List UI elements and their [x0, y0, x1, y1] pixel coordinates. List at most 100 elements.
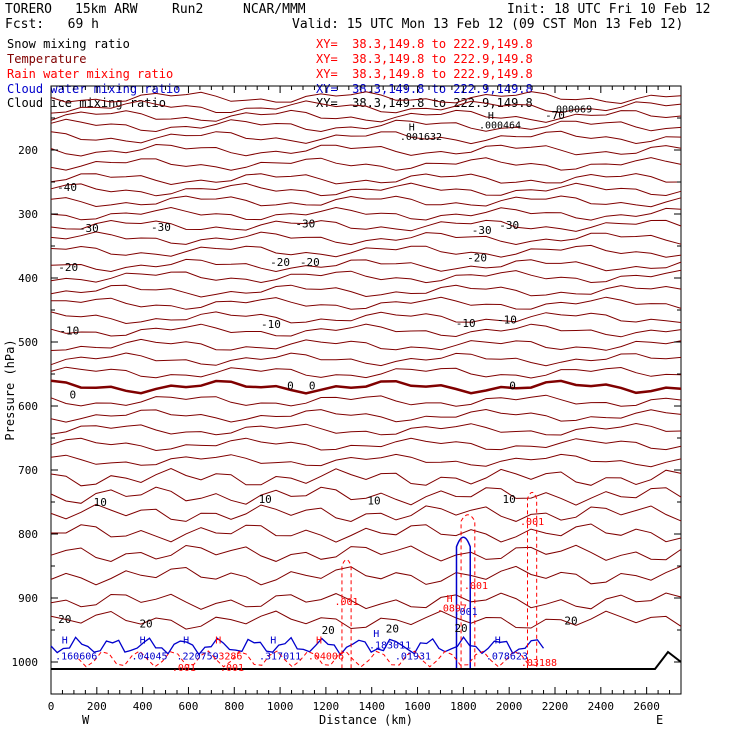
- moisture-label: .317011: [259, 652, 301, 663]
- x-tick-label: 600: [179, 700, 199, 713]
- temperature-label: -30: [79, 222, 99, 235]
- x-tick-label: 1600: [404, 700, 431, 713]
- temperature-label: -10: [59, 324, 79, 337]
- legend-field-cloud-ice: Cloud ice mixing ratio: [7, 96, 166, 110]
- legend-xy-snow: XY= 38.3,149.8 to 222.9,149.8: [316, 37, 533, 51]
- isotherm: [50, 467, 682, 487]
- moisture-label: .220759: [177, 652, 219, 663]
- moisture-label: .04045: [131, 652, 167, 663]
- moisture-labels: H.001632H.000464.000069.001.001.001H.089…: [55, 104, 592, 674]
- isotherm: [50, 366, 682, 379]
- cloud-water-column: [455, 536, 471, 669]
- moisture-label: H: [140, 636, 146, 647]
- temperature-label: -20: [300, 256, 320, 269]
- y-axis-title: Pressure (hPa): [3, 339, 17, 440]
- x-axis: 0 200 400 600 800 1000 1200 1400 1600 1800 2000 220…: [48, 86, 671, 713]
- temperature-label: 0: [287, 380, 294, 393]
- isotherm: [50, 91, 682, 105]
- temperature-label: -70: [545, 109, 565, 122]
- x-tick-label: 400: [133, 700, 153, 713]
- temperature-label: -30: [151, 221, 171, 234]
- isotherm: [50, 143, 682, 157]
- moisture-label: H: [409, 122, 415, 133]
- organization: NCAR/MMM: [243, 2, 306, 17]
- isotherm: [50, 258, 682, 273]
- isotherm: [50, 592, 682, 610]
- temperature-contours: [50, 91, 682, 630]
- isotherm: [50, 100, 682, 114]
- moisture-label: .160606: [55, 652, 97, 663]
- y-tick-label: 400: [18, 272, 38, 285]
- moisture-label: .001632: [400, 132, 442, 143]
- rain-water-low-contour: [78, 650, 537, 668]
- moisture-label: H: [373, 629, 379, 640]
- isotherm: [50, 486, 682, 506]
- temperature-label: 0: [309, 380, 316, 393]
- model-resolution: 15km ARW: [75, 2, 138, 17]
- x-tick-label: 1800: [450, 700, 477, 713]
- legend-field-temperature: Temperature: [7, 52, 87, 66]
- terrain-line: [51, 650, 682, 670]
- temperature-label: 20: [58, 613, 71, 626]
- isotherm: [50, 231, 682, 246]
- x-tick-label: 1200: [313, 700, 340, 713]
- y-tick-label: 700: [18, 464, 38, 477]
- temperature-label: 10: [259, 493, 272, 506]
- isotherm: [50, 118, 682, 133]
- x-axis-title: Distance (km): [319, 713, 413, 727]
- moisture-label: H: [488, 111, 494, 122]
- moisture-label: .000464: [479, 120, 521, 131]
- legend-xy-rain: XY= 38.3,149.8 to 222.9,149.8: [316, 67, 533, 81]
- moisture-label: .078623: [486, 652, 528, 663]
- isotherm: [50, 544, 682, 563]
- y-tick-label: 600: [18, 400, 38, 413]
- isotherm: [50, 182, 682, 197]
- isotherm: [50, 269, 682, 284]
- temperature-label: -10: [497, 314, 517, 327]
- moisture-label: H: [316, 636, 322, 647]
- moisture-label: H: [62, 636, 68, 647]
- isotherm: [50, 379, 682, 395]
- moisture-label: H: [495, 636, 501, 647]
- y-tick-label: 500: [18, 336, 38, 349]
- isotherm: [50, 503, 682, 523]
- isotherm: [50, 206, 682, 221]
- y-tick-label: 800: [18, 528, 38, 541]
- x-tick-label: 1400: [358, 700, 385, 713]
- x-tick-label: 2000: [496, 700, 523, 713]
- moisture-label: H: [215, 636, 221, 647]
- temperature-label: 20: [454, 622, 467, 635]
- x-tick-label: 2600: [633, 700, 660, 713]
- moisture-label: .001: [520, 517, 544, 528]
- temperature-label: -20: [58, 261, 78, 274]
- temperature-label: -30: [472, 224, 492, 237]
- east-label: E: [656, 713, 663, 727]
- moisture-label: .04006: [308, 652, 344, 663]
- temperature-label: 0: [69, 388, 76, 401]
- isotherm: [51, 296, 682, 310]
- isotherm: [50, 338, 682, 351]
- legend-xy-temperature: XY= 38.3,149.8 to 222.9,149.8: [316, 52, 533, 66]
- init-time: Init: 18 UTC Fri 10 Feb 12: [507, 2, 711, 17]
- moisture-label: H: [447, 594, 453, 605]
- moisture-label: .183011: [369, 641, 411, 652]
- temperature-label: -10: [261, 318, 281, 331]
- rain-water-contour: [527, 491, 538, 669]
- isotherm: [50, 219, 682, 232]
- isotherm: [50, 437, 682, 452]
- temperature-label: 0: [509, 380, 516, 393]
- y-tick-label: 1000: [12, 656, 39, 669]
- valid-time: Valid: 15 UTC Mon 13 Feb 12 (09 CST Mon …: [292, 17, 684, 32]
- moisture-label: .01931: [395, 652, 431, 663]
- isotherm: [50, 610, 682, 630]
- x-tick-label: 200: [87, 700, 107, 713]
- model-name: TORERO: [5, 2, 52, 17]
- y-tick-label: 300: [18, 208, 38, 221]
- isotherm: [50, 284, 682, 298]
- temperature-label: 10: [94, 496, 107, 509]
- x-tick-label: 1000: [267, 700, 294, 713]
- isotherm: [50, 173, 682, 186]
- temperature-labels: -70 -40 -30 -30 -30 -30 -30 -20 -20 -20 -20 -10 -10 -…: [57, 109, 578, 637]
- legend-field-snow: Snow mixing ratio: [7, 37, 130, 51]
- temperature-label: 20: [322, 624, 335, 637]
